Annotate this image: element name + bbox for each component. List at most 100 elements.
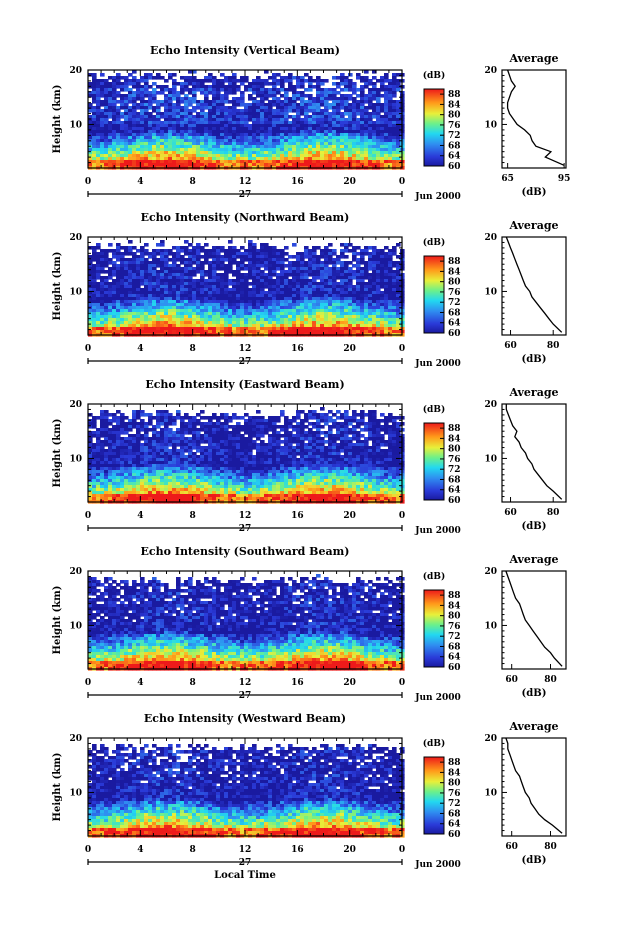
intensity-cell [236, 88, 241, 92]
intensity-cell [156, 76, 161, 80]
intensity-cell [340, 82, 345, 86]
intensity-cell [220, 88, 225, 92]
intensity-cell [116, 410, 121, 414]
intensity-cell [300, 410, 305, 414]
panel-1: Echo Intensity (Vertical Beam)1020Height… [52, 44, 570, 202]
intensity-cell [156, 243, 161, 247]
intensity-cell [180, 261, 185, 265]
intensity-cell [344, 112, 349, 116]
intensity-cell [304, 88, 309, 92]
intensity-cell [108, 243, 113, 247]
intensity-cell [396, 88, 401, 92]
intensity-cell [372, 97, 377, 101]
intensity-cell [92, 100, 97, 104]
intensity-cell [328, 97, 333, 101]
intensity-cell [184, 252, 189, 256]
average-title: Average [508, 52, 558, 65]
average-x-tick-label: 80 [547, 341, 560, 351]
intensity-cell [200, 416, 205, 420]
intensity-cell [100, 73, 105, 77]
intensity-cell [304, 94, 309, 98]
intensity-cell [144, 413, 149, 417]
intensity-cell [100, 94, 105, 98]
x-tick-label: 16 [291, 344, 304, 354]
intensity-cell [116, 85, 121, 89]
intensity-cell [232, 91, 237, 95]
colorbar-tick-label: 72 [448, 298, 461, 308]
intensity-cell [300, 85, 305, 89]
intensity-cell [164, 88, 169, 92]
intensity-cell [396, 73, 401, 77]
intensity-cell [176, 258, 181, 262]
intensity-cell [232, 273, 237, 277]
x-tick-label: 20 [343, 177, 356, 187]
colorbar-tick-label: 64 [448, 319, 461, 329]
intensity-cell [200, 255, 205, 259]
intensity-cell [124, 252, 129, 256]
intensity-cell [120, 106, 125, 110]
intensity-cell [368, 267, 373, 271]
intensity-cell [356, 413, 361, 417]
x-tick-label: 0 [85, 177, 91, 187]
intensity-cell [336, 85, 341, 89]
intensity-cell [136, 249, 141, 253]
intensity-cell [112, 419, 117, 423]
intensity-cell [296, 97, 301, 101]
intensity-cell [120, 246, 125, 250]
intensity-cell [228, 100, 233, 104]
date-label: Jun 2000 [414, 192, 461, 202]
intensity-cell [108, 76, 113, 80]
y-tick-label: 20 [69, 233, 82, 243]
intensity-cell [380, 419, 385, 423]
intensity-cell [336, 276, 341, 280]
intensity-cell [320, 82, 325, 86]
intensity-cell [88, 109, 93, 113]
intensity-cell [160, 103, 165, 107]
intensity-cell [336, 91, 341, 95]
intensity-cell [228, 240, 233, 244]
intensity-field [88, 70, 405, 170]
intensity-cell [296, 85, 301, 89]
intensity-cell [364, 100, 369, 104]
colorbar-tick-label: 80 [448, 111, 461, 121]
average-y-tick-label: 20 [484, 66, 497, 76]
intensity-cell [264, 285, 269, 289]
intensity-cell [396, 243, 401, 247]
intensity-cell [160, 115, 165, 119]
intensity-cell [276, 73, 281, 77]
intensity-cell [120, 115, 125, 119]
date-label: Jun 2000 [414, 359, 461, 369]
intensity-cell [208, 79, 213, 83]
intensity-cell [392, 94, 397, 98]
intensity-cell [92, 258, 97, 262]
intensity-cell [196, 413, 201, 417]
intensity-cell [340, 255, 345, 259]
intensity-cell [248, 88, 253, 92]
intensity-cell [344, 255, 349, 259]
intensity-field [88, 240, 405, 337]
intensity-cell [308, 273, 313, 277]
intensity-cell [280, 413, 285, 417]
intensity-cell [352, 91, 357, 95]
intensity-cell [276, 267, 281, 271]
x-tick-label: 4 [137, 177, 143, 187]
intensity-cell [140, 79, 145, 83]
intensity-cell [356, 246, 361, 250]
intensity-cell [316, 276, 321, 280]
average-y-tick-label: 20 [484, 233, 497, 243]
intensity-cell [128, 240, 133, 244]
intensity-cell [288, 88, 293, 92]
intensity-cell [356, 112, 361, 116]
intensity-cell [204, 243, 209, 247]
intensity-cell [232, 261, 237, 265]
intensity-cell [96, 246, 101, 250]
colorbar-tick-label: 76 [448, 121, 461, 131]
intensity-cell [188, 91, 193, 95]
colorbar [424, 256, 444, 333]
intensity-cell [136, 106, 141, 110]
intensity-cell [292, 243, 297, 247]
intensity-cell [332, 252, 337, 256]
colorbar-tick-label: 72 [448, 131, 461, 141]
intensity-cell [152, 76, 157, 80]
